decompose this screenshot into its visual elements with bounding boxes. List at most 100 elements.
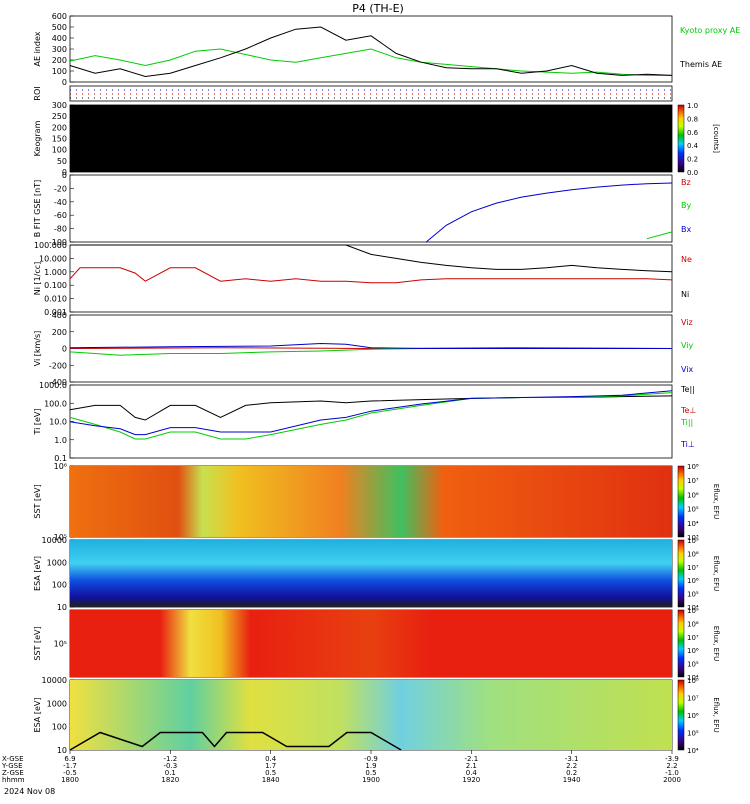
y-tick-label: 200	[52, 56, 67, 65]
spacecraft-potential-line	[69, 731, 402, 751]
colorbar-tick: 0.2	[687, 156, 698, 164]
spectrogram-image	[70, 540, 672, 607]
series-line	[69, 267, 673, 284]
y-tick-label: 10⁶	[54, 462, 67, 471]
colorbar-tick: 10⁸	[687, 550, 699, 558]
y-tick-label: 100.0	[44, 399, 67, 408]
colorbar-tick: 10⁶	[687, 491, 699, 499]
x-tick-label: 0.4	[466, 769, 478, 777]
colorbar	[677, 104, 685, 173]
y-tick-label: 600	[52, 12, 67, 21]
y-axis-label: AE index	[33, 31, 42, 66]
legend-label: Kyoto proxy AE	[680, 26, 740, 35]
y-tick-label: 100	[52, 581, 67, 590]
y-tick-label: 10	[57, 746, 67, 755]
y-tick-label: 50	[57, 157, 67, 166]
y-tick-label: 0	[62, 168, 67, 177]
x-tick-label: 0.2	[566, 769, 577, 777]
colorbar-tick: 10⁴	[687, 520, 699, 528]
y-tick-label: 500	[52, 23, 67, 32]
colorbar-tick: 10³	[687, 534, 699, 542]
y-tick-label: 1.000	[44, 268, 67, 277]
y-tick-label: 10000	[42, 676, 67, 685]
legend-label: Ni	[681, 290, 689, 299]
y-axis-label: Vi [km/s]	[33, 331, 42, 367]
colorbar-tick: 0.6	[687, 129, 699, 137]
y-tick-label: 100	[52, 146, 67, 155]
y-axis-label: ESA [eV]	[33, 556, 42, 591]
x-tick-label: -1.0	[665, 769, 679, 777]
y-tick-label: 100	[52, 67, 67, 76]
y-tick-label: 250	[52, 112, 67, 121]
colorbar-tick: 0.4	[687, 142, 699, 150]
colorbar-tick: 10⁸	[687, 463, 699, 471]
legend-label: Te||	[680, 385, 695, 394]
x-tick-label: 0.5	[265, 769, 276, 777]
x-tick-label: -2.1	[464, 755, 478, 763]
y-tick-label: 300	[52, 101, 67, 110]
legend-label: Ne	[681, 255, 692, 264]
spectrogram-image	[70, 466, 672, 537]
x-tick-label: -0.9	[364, 755, 378, 763]
colorbar-tick: 10⁹	[687, 607, 699, 615]
y-tick-label: 200	[52, 123, 67, 132]
marks-group	[69, 26, 673, 751]
x-tick-label: 0.5	[365, 769, 376, 777]
x-tick-label: 2.2	[666, 762, 677, 770]
colorbar-label: Eflux, EFU	[712, 556, 720, 591]
ephemeris-row-label: Z-GSE	[2, 769, 24, 777]
y-tick-label: 300	[52, 45, 67, 54]
y-axis-label: B FIT GSE [nT]	[33, 180, 42, 238]
spectrogram-image	[70, 610, 672, 677]
legend-label: By	[681, 201, 691, 210]
colorbar-tick: 10⁷	[687, 477, 699, 485]
legend-label: Themis AE	[679, 60, 722, 69]
date-label: 2024 Nov 08	[4, 787, 55, 796]
series-line	[69, 347, 673, 350]
y-tick-label: 400	[52, 311, 67, 320]
x-tick-label: 1900	[362, 776, 380, 784]
colorbar	[677, 465, 685, 538]
x-tick-label: -0.3	[163, 762, 177, 770]
y-tick-label: -20	[54, 184, 67, 193]
x-tick-label: 1.9	[365, 762, 376, 770]
y-tick-label: -40	[54, 198, 67, 207]
y-tick-label: -200	[49, 361, 67, 370]
series-line	[69, 348, 672, 356]
spectrogram-image	[70, 105, 672, 172]
ephemeris-row-label: hhmm	[2, 776, 25, 784]
y-tick-label: 400	[52, 34, 67, 43]
x-tick-label: 1.7	[265, 762, 276, 770]
y-tick-label: -60	[54, 211, 67, 220]
y-tick-label: 1.0	[54, 436, 67, 445]
colorbar-label: Eflux, EFU	[712, 484, 720, 519]
y-tick-label: 10.000	[39, 254, 67, 263]
y-axis-label: Keogram	[33, 120, 42, 156]
y-tick-label: 0	[62, 345, 67, 354]
x-tick-label: 1800	[61, 776, 79, 784]
y-axis-label: ESA [eV]	[33, 698, 42, 733]
y-axis-label: SST [eV]	[33, 626, 42, 660]
x-tick-label: 1840	[262, 776, 280, 784]
y-tick-label: 0.010	[44, 295, 67, 304]
x-tick-label: 0.1	[165, 769, 176, 777]
series-line	[69, 390, 673, 436]
y-tick-label: 0	[62, 78, 67, 87]
x-axis-group: X-GSEY-GSEZ-GSEhhmm6.9-1.7-0.51800-1.2-0…	[1, 750, 681, 784]
colorbar	[677, 539, 685, 608]
y-tick-label: 10000	[42, 536, 67, 545]
colorbar-tick: 10⁵	[687, 661, 699, 669]
x-tick-label: 1920	[462, 776, 480, 784]
colorbar-tick: 10⁶	[687, 577, 699, 585]
chart-title: P4 (TH-E)	[352, 2, 404, 15]
colorbar-tick: 10⁴	[687, 747, 699, 755]
colorbar-tick: 10⁵	[687, 730, 699, 738]
y-axis-label: Ni [1/cc]	[33, 262, 42, 296]
y-tick-label: 1000.0	[39, 381, 67, 390]
series-line	[69, 48, 672, 76]
x-tick-label: -1.7	[63, 762, 77, 770]
y-tick-label: 0.001	[44, 308, 67, 317]
colorbar-label: Eflux, EFU	[712, 697, 720, 732]
